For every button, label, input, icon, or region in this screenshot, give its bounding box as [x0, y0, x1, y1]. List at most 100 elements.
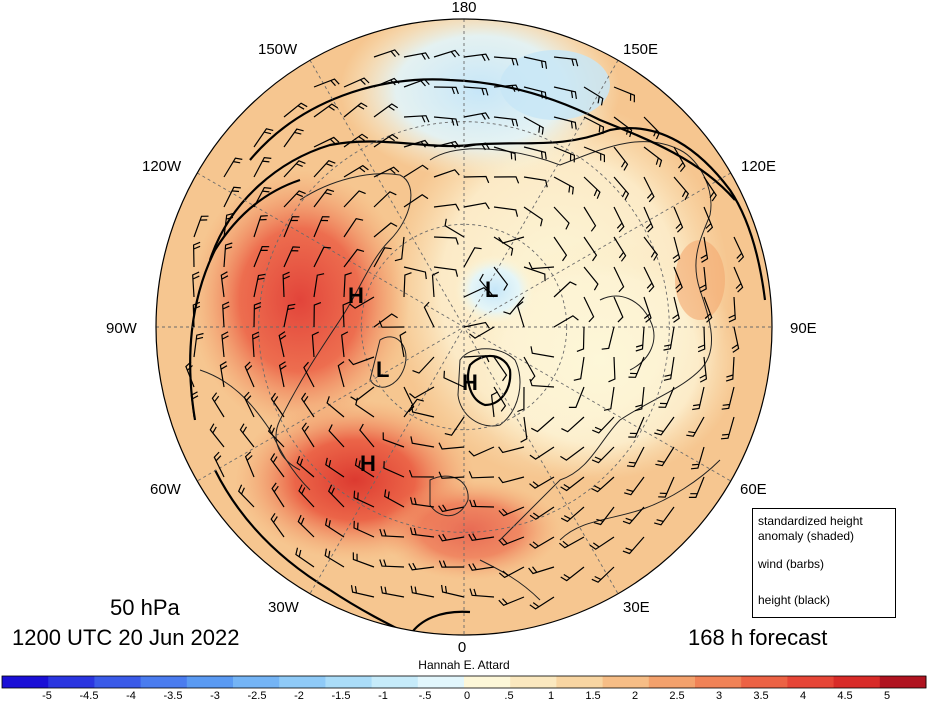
wind-barb	[190, 391, 199, 418]
colorbar-swatch	[417, 676, 465, 688]
wind-barb	[553, 116, 577, 130]
wind-barb	[403, 386, 415, 413]
colorbar-tick: -2	[294, 690, 304, 702]
wind-barb	[672, 236, 681, 263]
colorbar-tick: 5	[883, 690, 891, 702]
anomaly-shading	[156, 19, 772, 635]
wind-barb	[583, 86, 604, 106]
colorbar-tick: 3	[715, 690, 723, 702]
wind-barb	[353, 520, 375, 538]
wind-barb	[583, 176, 601, 199]
wind-barb	[278, 331, 287, 358]
wind-barb	[658, 386, 675, 408]
wind-barb	[608, 356, 616, 383]
colorbar-tick: 2.5	[669, 690, 685, 702]
wind-barb	[591, 566, 615, 583]
wind-barb	[553, 315, 579, 328]
wind-barb	[626, 446, 645, 468]
wind-barb	[493, 236, 514, 256]
wind-barb	[673, 266, 683, 293]
wind-barb	[295, 547, 315, 568]
wind-barb	[379, 528, 405, 538]
colorbar-tick: -3.5	[163, 690, 183, 702]
wind-barb	[324, 548, 345, 568]
wind-barb	[686, 416, 705, 437]
wind-barb	[444, 218, 465, 238]
wind-barb	[517, 386, 525, 413]
wind-barb	[213, 451, 225, 478]
wind-barb	[328, 424, 345, 448]
wind-barb	[399, 331, 407, 358]
wind-barb	[624, 476, 645, 496]
wind-barb	[468, 563, 495, 571]
wind-barb	[721, 386, 735, 410]
wind-barb	[728, 296, 736, 323]
wind-barb	[643, 146, 663, 168]
wind-barb	[300, 392, 315, 418]
wind-barb	[613, 86, 636, 103]
wind-barb	[643, 236, 659, 261]
wind-barb	[438, 442, 465, 450]
colorbar-tick: 0	[463, 690, 471, 702]
wind-barb	[622, 536, 645, 555]
valid-time-title: 1200 UTC 20 Jun 2022	[12, 625, 240, 650]
colorbar-swatch	[186, 676, 234, 688]
wind-barb	[438, 471, 465, 479]
wind-barb	[493, 56, 519, 66]
wind-barb	[583, 116, 605, 135]
wind-barb	[523, 176, 548, 188]
legend-barbs: wind (barbs)	[758, 557, 825, 571]
wind-barb	[697, 326, 706, 353]
wind-barb	[359, 423, 375, 448]
wind-barb	[529, 378, 555, 388]
colorbar-swatch	[787, 676, 835, 688]
wind-barb	[699, 356, 708, 383]
wind-barb	[463, 247, 482, 268]
wind-barb	[382, 432, 405, 448]
wind-barb	[725, 356, 735, 382]
wind-barb	[373, 247, 392, 268]
wind-barb	[690, 446, 705, 470]
wind-barb	[220, 271, 229, 298]
wind-barb	[383, 461, 405, 478]
wind-barb	[192, 301, 201, 328]
wind-barb	[733, 266, 744, 293]
wind-barb	[643, 206, 654, 233]
colorbar-swatch	[48, 676, 95, 688]
wind-barb	[337, 361, 345, 388]
wind-barb	[353, 490, 375, 508]
lon-label-90e: 90E	[790, 320, 817, 337]
wind-barb	[343, 272, 352, 298]
wind-barb	[270, 392, 285, 418]
wind-barb	[283, 190, 306, 208]
wind-barb	[380, 585, 405, 598]
wind-barb	[673, 206, 684, 233]
wind-barb	[326, 396, 345, 418]
wind-barb	[373, 222, 398, 238]
wind-barb	[703, 296, 713, 323]
wind-barb	[253, 156, 272, 178]
wind-barb	[410, 436, 435, 448]
colorbar-swatch	[140, 676, 188, 688]
wind-barb	[403, 398, 424, 418]
colorbar-tick: -1	[378, 690, 388, 702]
colorbar-tick: -3	[210, 690, 220, 702]
wind-barb	[613, 146, 629, 171]
lon-label-30e: 30E	[623, 599, 650, 616]
wind-barb	[523, 86, 547, 100]
wind-barb	[283, 160, 306, 178]
wind-barb	[529, 446, 555, 460]
wind-barb	[343, 133, 369, 148]
wind-barb	[603, 386, 615, 411]
wind-barb	[348, 356, 375, 366]
lon-label-120w: 120W	[142, 158, 182, 175]
wind-barb	[469, 326, 495, 339]
wind-barb	[553, 236, 568, 262]
wind-barb	[463, 86, 489, 96]
wind-barb	[613, 206, 625, 233]
wind-barb	[553, 56, 579, 67]
wind-barb	[663, 356, 675, 381]
wind-barb	[733, 236, 745, 263]
wind-barb	[433, 86, 459, 95]
